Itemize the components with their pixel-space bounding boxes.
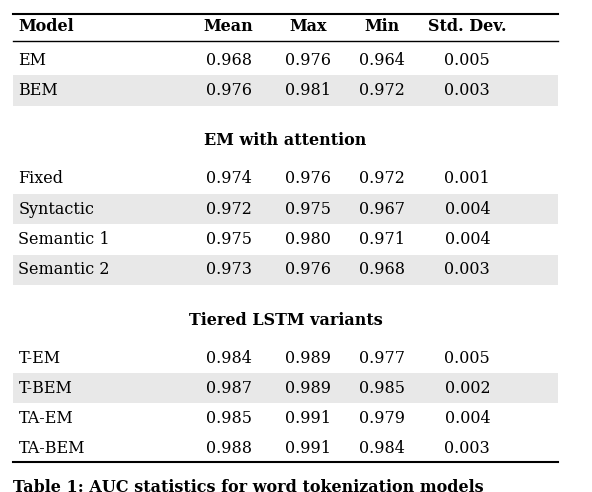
Text: Std. Dev.: Std. Dev. [428,18,507,34]
Text: 0.968: 0.968 [205,52,252,69]
Text: 0.972: 0.972 [359,82,405,99]
Text: 0.976: 0.976 [285,261,332,278]
Text: 0.005: 0.005 [445,52,490,69]
Text: 0.003: 0.003 [445,82,490,99]
Text: 0.991: 0.991 [285,410,332,427]
Text: Semantic 2: Semantic 2 [18,261,110,278]
Text: Semantic 1: Semantic 1 [18,231,110,248]
Text: 0.976: 0.976 [285,52,332,69]
FancyBboxPatch shape [13,254,558,285]
Text: 0.968: 0.968 [359,261,405,278]
Text: EM: EM [18,52,46,69]
Text: T-EM: T-EM [18,349,60,367]
Text: 0.976: 0.976 [205,82,252,99]
Text: 0.972: 0.972 [206,201,252,217]
Text: 0.964: 0.964 [359,52,405,69]
Text: Min: Min [365,18,400,34]
Text: 0.967: 0.967 [359,201,405,217]
Text: 0.004: 0.004 [445,201,490,217]
Text: 0.002: 0.002 [445,380,490,397]
Text: 0.003: 0.003 [445,440,490,458]
Text: Max: Max [289,18,327,34]
FancyBboxPatch shape [13,434,558,464]
Text: 0.988: 0.988 [205,440,252,458]
Text: 0.984: 0.984 [359,440,405,458]
Text: 0.972: 0.972 [359,170,405,187]
Text: Model: Model [18,18,74,34]
Text: EM with attention: EM with attention [204,132,366,150]
Text: 0.989: 0.989 [285,349,332,367]
Text: 0.975: 0.975 [285,201,332,217]
Text: Syntactic: Syntactic [18,201,95,217]
Text: BEM: BEM [18,82,58,99]
Text: 0.989: 0.989 [285,380,332,397]
Text: TA-BEM: TA-BEM [18,440,85,458]
Text: 0.971: 0.971 [359,231,405,248]
Text: Mean: Mean [204,18,253,34]
Text: Tiered LSTM variants: Tiered LSTM variants [189,311,382,329]
Text: 0.977: 0.977 [359,349,405,367]
Text: 0.005: 0.005 [445,349,490,367]
Text: 0.974: 0.974 [206,170,252,187]
FancyBboxPatch shape [13,194,558,224]
Text: 0.980: 0.980 [285,231,331,248]
Text: 0.984: 0.984 [206,349,252,367]
Text: 0.003: 0.003 [445,261,490,278]
Text: 0.981: 0.981 [285,82,332,99]
Text: 0.004: 0.004 [445,231,490,248]
Text: 0.987: 0.987 [205,380,252,397]
FancyBboxPatch shape [13,373,558,403]
Text: 0.985: 0.985 [359,380,405,397]
Text: 0.976: 0.976 [285,170,332,187]
Text: 0.001: 0.001 [445,170,490,187]
Text: 0.979: 0.979 [359,410,405,427]
Text: Table 1: AUC statistics for word tokenization models: Table 1: AUC statistics for word tokeniz… [13,479,484,492]
Text: 0.004: 0.004 [445,410,490,427]
Text: 0.985: 0.985 [205,410,252,427]
Text: T-BEM: T-BEM [18,380,72,397]
Text: 0.991: 0.991 [285,440,332,458]
Text: 0.973: 0.973 [205,261,252,278]
Text: TA-EM: TA-EM [18,410,73,427]
FancyBboxPatch shape [13,75,558,106]
Text: Fixed: Fixed [18,170,63,187]
Text: 0.975: 0.975 [205,231,252,248]
